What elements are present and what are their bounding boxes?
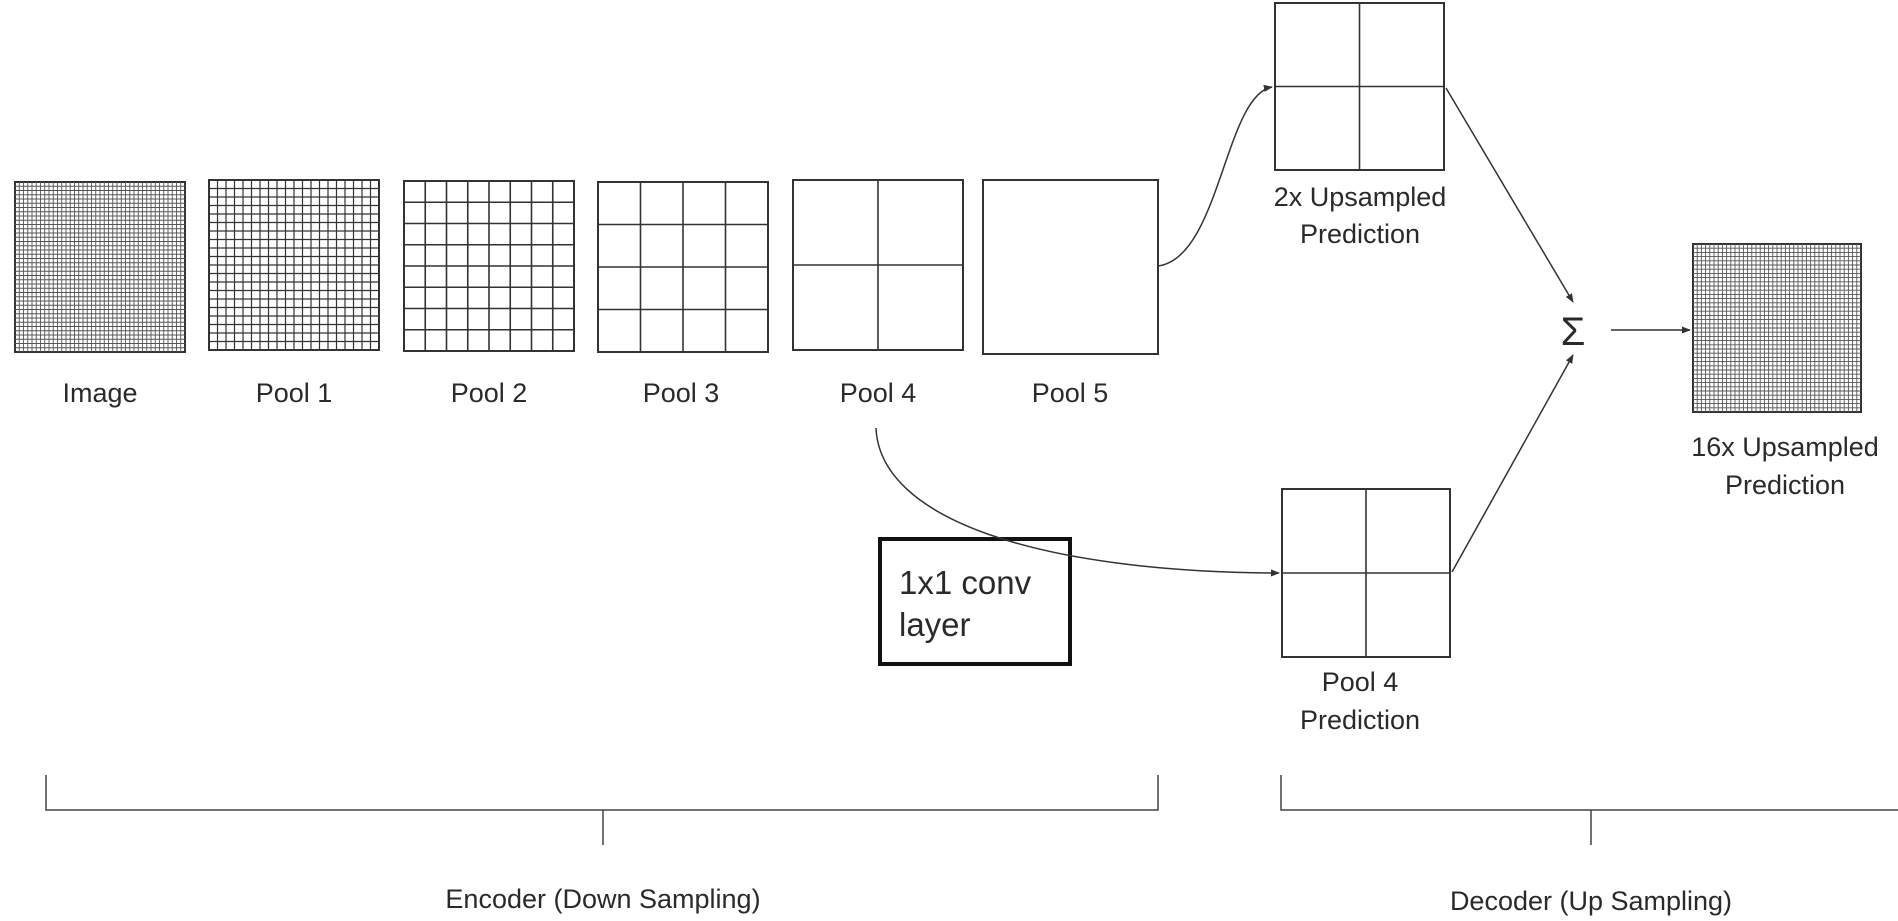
- prediction-16x-label-line1: 16x Upsampled: [1691, 432, 1879, 462]
- prediction-2x-label-line1: 2x Upsampled: [1274, 182, 1447, 212]
- prediction-pool-4: Pool 4 Prediction: [1281, 488, 1451, 735]
- prediction-16x-upsampled: 16x Upsampled Prediction: [1691, 243, 1879, 500]
- pool-5-frame: [982, 179, 1159, 355]
- pool-2-grid: [403, 180, 575, 352]
- sum-symbol: Σ: [1561, 310, 1586, 354]
- arrow-pool5-to-2x-prediction: [1157, 84, 1273, 267]
- pool-3-grid: [597, 181, 769, 353]
- pool-5-grid: [982, 179, 1159, 355]
- prediction-16x-grid: [1692, 243, 1862, 413]
- stage-pool-4: Pool 4: [792, 179, 964, 408]
- stage-pool-2: Pool 2: [403, 180, 575, 408]
- pool-1-label: Pool 1: [256, 378, 333, 408]
- prediction-2x-upsampled: 2x Upsampled Prediction: [1274, 2, 1447, 249]
- encoder-bracket: Encoder (Down Sampling): [45, 775, 1159, 914]
- decoder-bracket: Decoder (Up Sampling): [1280, 775, 1898, 916]
- arrow-pool4-to-pool4-prediction: [875, 427, 1280, 577]
- stage-pool-3: Pool 3: [597, 181, 769, 408]
- encoder-label: Encoder (Down Sampling): [445, 884, 760, 914]
- image-grid: [14, 181, 186, 353]
- prediction-pool-4-label-line1: Pool 4: [1322, 667, 1399, 697]
- prediction-pool-4-grid: [1281, 488, 1451, 658]
- pool-5-label: Pool 5: [1032, 378, 1109, 408]
- pool-1-grid: [208, 179, 380, 351]
- decoder-label: Decoder (Up Sampling): [1450, 886, 1732, 916]
- stage-pool-5: Pool 5: [982, 179, 1159, 408]
- conv-layer-box: 1x1 conv layer: [878, 537, 1072, 666]
- conv-layer-label-line2: layer: [899, 606, 971, 643]
- arrow-2x-prediction-to-sum: [1445, 87, 1574, 303]
- conv-layer-label-line1: 1x1 conv: [899, 564, 1032, 601]
- prediction-pool-4-label-line2: Prediction: [1300, 705, 1420, 735]
- stage-image: Image: [14, 181, 186, 408]
- prediction-2x-label-line2: Prediction: [1300, 219, 1420, 249]
- prediction-2x-grid: [1274, 2, 1445, 171]
- pool-4-label: Pool 4: [840, 378, 917, 408]
- stage-pool-1: Pool 1: [208, 179, 380, 408]
- pool-3-label: Pool 3: [643, 378, 720, 408]
- prediction-16x-label-line2: Prediction: [1725, 470, 1845, 500]
- pool-4-grid: [792, 179, 964, 351]
- image-label: Image: [62, 378, 137, 408]
- pool-2-label: Pool 2: [451, 378, 528, 408]
- arrow-pool4-prediction-to-sum: [1451, 354, 1574, 573]
